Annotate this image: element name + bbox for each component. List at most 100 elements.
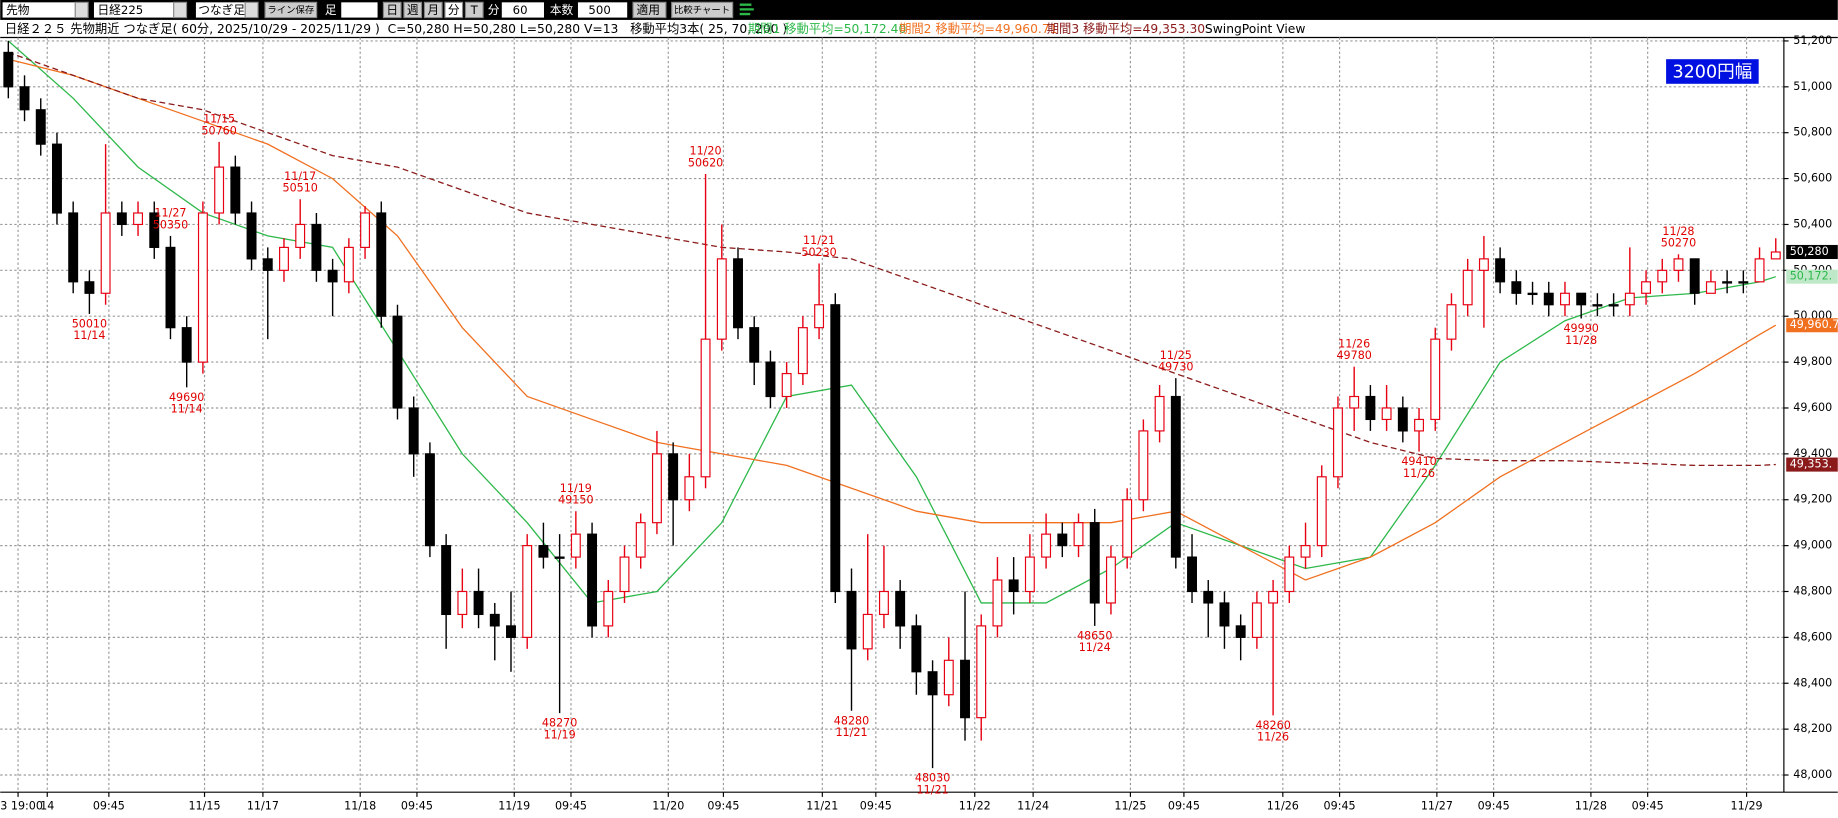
- candle-body: [100, 212, 111, 294]
- candle-body: [1365, 395, 1376, 421]
- y-tick-label: 48,200: [1793, 722, 1832, 735]
- market-select[interactable]: [2, 2, 76, 18]
- candle-body: [911, 625, 922, 673]
- index-select[interactable]: [93, 2, 174, 18]
- candle-body: [1268, 590, 1279, 604]
- swing-date: 11/26: [1257, 731, 1289, 744]
- candle-body: [1316, 476, 1327, 547]
- candle-body: [878, 590, 889, 616]
- candle-body: [214, 166, 225, 214]
- candle-body: [1235, 625, 1246, 638]
- candle-body: [1527, 292, 1538, 296]
- x-tick-label: 11/25: [1114, 799, 1146, 812]
- save-button-label: ライン保存: [267, 4, 314, 16]
- period-button[interactable]: [382, 1, 402, 19]
- save-button[interactable]: [264, 1, 318, 19]
- candle-body: [814, 304, 825, 329]
- period-button[interactable]: [444, 1, 464, 19]
- candle-body: [1284, 556, 1295, 593]
- x-tick-label: 14: [40, 799, 54, 812]
- minute-input[interactable]: [501, 2, 544, 18]
- x-tick-label: 11/17: [247, 799, 279, 812]
- swing-date: 11/19: [544, 728, 576, 741]
- compare-button-label: 比較チャート: [674, 4, 730, 16]
- candle-body: [327, 269, 338, 283]
- view-label: SwingPoint View: [1205, 22, 1306, 36]
- swing-date: 11/26: [1403, 467, 1435, 480]
- candle-body: [797, 327, 808, 375]
- candle-body: [1430, 338, 1441, 421]
- candle-body: [1462, 269, 1473, 306]
- candle-body: [1770, 251, 1781, 260]
- candle-body: [668, 453, 679, 501]
- swing-date: 11/21: [803, 234, 835, 247]
- x-tick-label: 09:45: [555, 799, 587, 812]
- period-button[interactable]: [464, 1, 484, 19]
- candle-body: [1203, 590, 1214, 604]
- x-tick-label: 11/28: [1575, 799, 1607, 812]
- y-tick-label: 49,800: [1793, 355, 1832, 368]
- chart-icon[interactable]: [739, 3, 754, 16]
- candle-body: [960, 659, 970, 719]
- dropdown-arrow[interactable]: [173, 1, 188, 19]
- candle-body: [1041, 533, 1052, 558]
- candle-body: [554, 556, 565, 559]
- y-tick-label: 49,000: [1793, 539, 1832, 552]
- candle-body: [1073, 522, 1084, 547]
- last-price-label: 50,280: [1790, 245, 1829, 258]
- candle-body: [392, 315, 403, 409]
- candle-body: [165, 246, 176, 329]
- x-tick-label: 11/27: [1421, 799, 1453, 812]
- x-tick-label: 11/21: [806, 799, 838, 812]
- candle-body: [570, 533, 581, 558]
- candle-body: [295, 223, 306, 248]
- apply-button-label: 適用: [637, 3, 660, 17]
- mode-select[interactable]: [195, 2, 246, 18]
- swing-price: 50010: [72, 317, 107, 330]
- y-tick-label: 51,200: [1793, 34, 1832, 47]
- y-tick-label: 49,400: [1793, 447, 1832, 460]
- count-input[interactable]: [577, 2, 628, 18]
- candle-body: [830, 304, 841, 593]
- ma-end-label-box: [1786, 457, 1838, 472]
- candle-body: [587, 533, 598, 627]
- x-tick-label: 09:45: [860, 799, 892, 812]
- candle-body: [1641, 281, 1652, 294]
- candle-body: [684, 476, 695, 501]
- candle-body: [651, 453, 662, 524]
- x-tick-label: 11/18: [344, 799, 376, 812]
- candle-body: [262, 258, 273, 271]
- minute-label: 分: [488, 3, 500, 17]
- candle-body: [1251, 602, 1262, 638]
- y-tick-label: 49,200: [1793, 493, 1832, 506]
- candle-body: [1722, 281, 1733, 284]
- period-button[interactable]: [403, 1, 423, 19]
- candle-body: [197, 212, 208, 363]
- apply-button[interactable]: [632, 1, 667, 19]
- mode-label: つなぎ足: [198, 3, 245, 17]
- count-label: 本数: [550, 3, 574, 17]
- candle-body: [700, 338, 711, 478]
- x-tick-label: 09:45: [401, 799, 433, 812]
- dropdown-arrow[interactable]: [74, 1, 89, 19]
- period-button-label: 週: [407, 3, 419, 17]
- swing-date: 11/19: [560, 482, 592, 495]
- index-label: 日経225: [97, 3, 143, 17]
- period-input[interactable]: [341, 2, 378, 18]
- x-tick-label: 09:45: [707, 799, 739, 812]
- candle-body: [635, 522, 646, 558]
- dropdown-arrow[interactable]: [244, 1, 259, 19]
- last-price-label-box: [1786, 244, 1838, 260]
- swing-price: 50350: [153, 218, 188, 231]
- moving-average-line: [8, 51, 1776, 467]
- period-button[interactable]: [423, 1, 443, 19]
- x-tick-label: 09:45: [1168, 799, 1200, 812]
- swing-price: 48260: [1255, 719, 1290, 732]
- candle-body: [1105, 556, 1116, 604]
- candle-body: [408, 407, 419, 455]
- compare-button[interactable]: [671, 1, 734, 19]
- candle-body: [1592, 304, 1603, 307]
- y-tick-label: 48,000: [1793, 768, 1832, 781]
